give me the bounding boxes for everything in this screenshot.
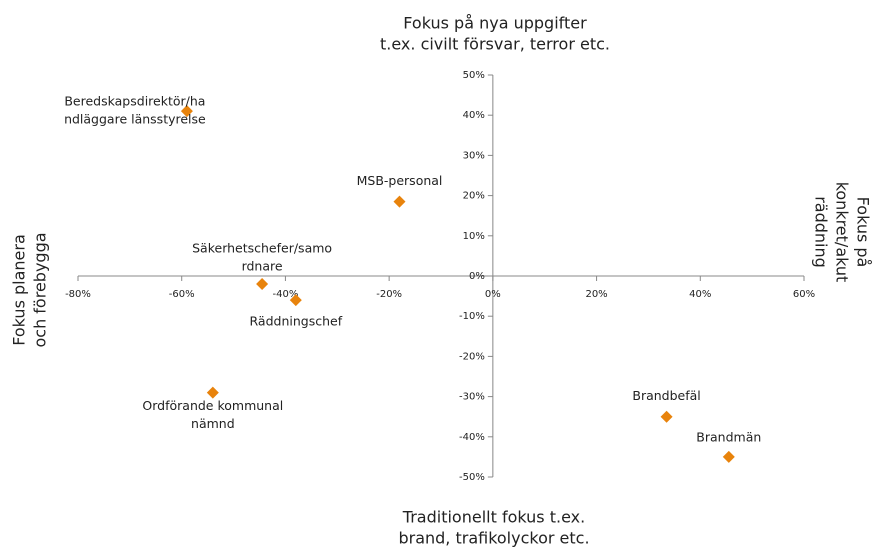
point-label: Räddningschef: [250, 314, 343, 329]
y-tick-label: -50%: [459, 472, 485, 483]
left-label: och förebygga: [31, 232, 50, 347]
y-tick-label: 0%: [469, 271, 485, 282]
y-tick-label: 20%: [463, 191, 485, 202]
x-tick-label: -20%: [376, 289, 402, 300]
point-label: Säkerhetschefer/samo: [192, 241, 332, 256]
x-tick-label: 60%: [793, 289, 815, 300]
point-label: Beredskapsdirektör/ha: [64, 94, 205, 109]
y-tick-label: 40%: [463, 110, 485, 121]
bottom-label: Traditionellt fokus t.ex.: [402, 508, 585, 527]
x-tick-label: 40%: [689, 289, 711, 300]
point-label: ndläggare länsstyrelse: [64, 112, 206, 127]
point-label: MSB-personal: [357, 173, 443, 188]
x-tick-label: -60%: [169, 289, 195, 300]
right-label: Fokus på: [854, 197, 873, 268]
right-label: räddning: [812, 196, 831, 268]
x-tick-label: 20%: [585, 289, 607, 300]
top-label: Fokus på nya uppgifter: [403, 14, 587, 33]
point: [256, 278, 269, 291]
point: [393, 195, 406, 208]
point-label: rdnare: [242, 259, 283, 274]
point: [206, 386, 219, 399]
point-label: Brandbefäl: [632, 388, 700, 403]
top-label: t.ex. civilt försvar, terror etc.: [380, 35, 610, 54]
y-tick-label: 30%: [463, 150, 485, 161]
y-tick-label: -40%: [459, 432, 485, 443]
x-tick-label: 0%: [485, 289, 501, 300]
y-tick-label: 50%: [463, 70, 485, 81]
point: [180, 105, 193, 118]
left-label: Fokus planera: [10, 234, 29, 346]
point: [660, 410, 673, 423]
x-tick-label: -80%: [65, 289, 91, 300]
point-label: Ordförande kommunal: [142, 398, 283, 413]
y-tick-label: -30%: [459, 392, 485, 403]
bottom-label: brand, trafikolyckor etc.: [398, 529, 589, 548]
point-label: nämnd: [191, 416, 235, 431]
y-tick-label: -20%: [459, 351, 485, 362]
y-tick-label: 10%: [463, 231, 485, 242]
point: [722, 450, 735, 463]
point-label: Brandmän: [696, 429, 761, 444]
point: [289, 294, 302, 307]
y-tick-label: -10%: [459, 311, 485, 322]
x-tick-label: -40%: [273, 289, 299, 300]
right-label: konkret/akut: [833, 182, 852, 283]
